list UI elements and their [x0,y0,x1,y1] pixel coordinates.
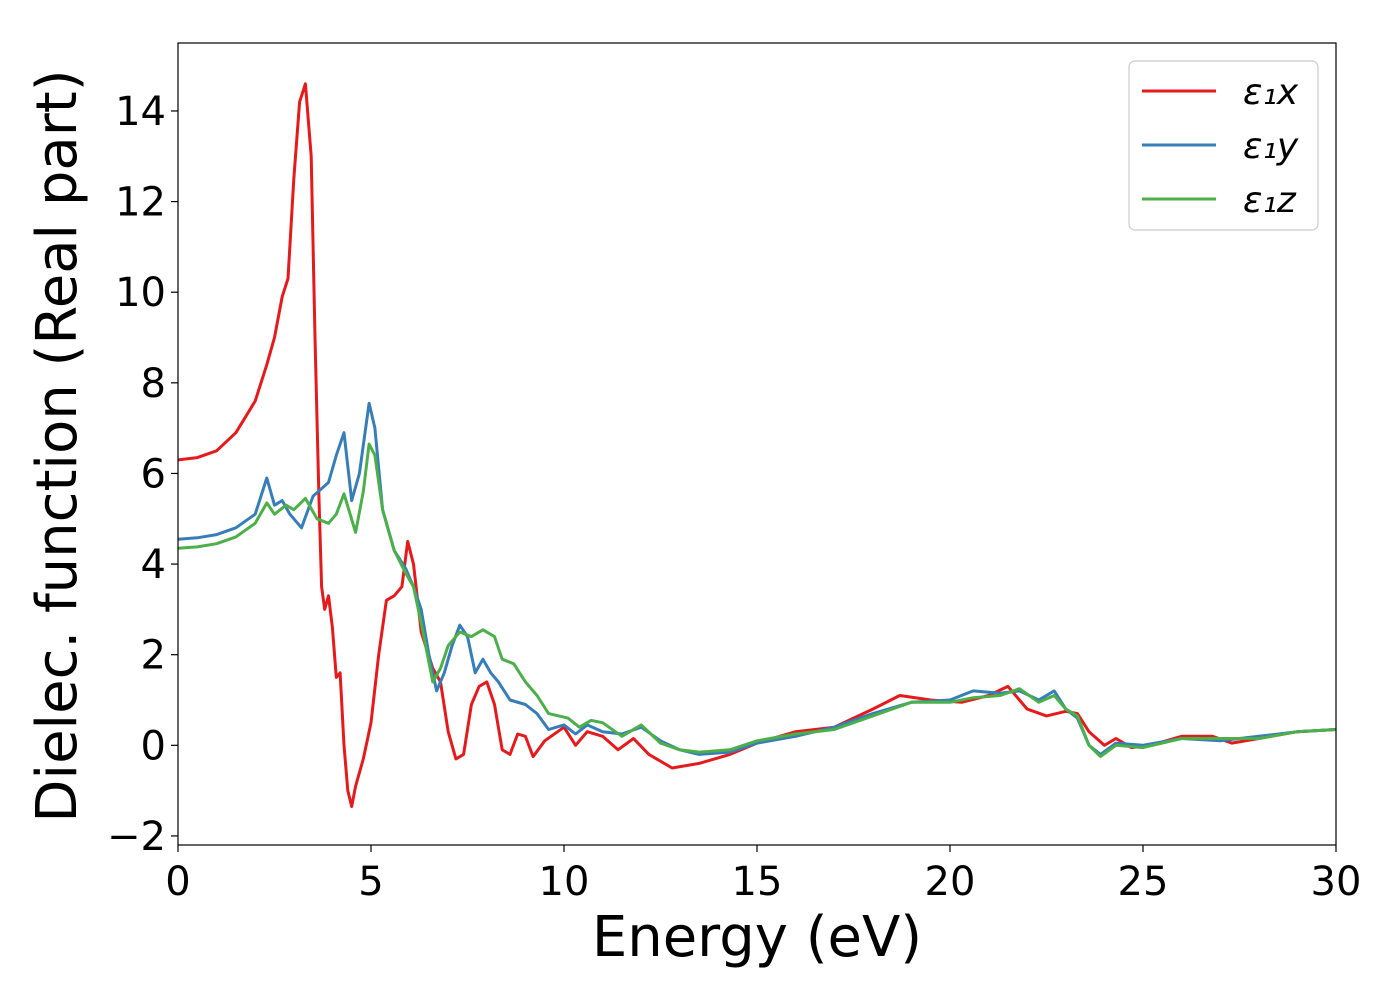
x-axis: 0 5 10 15 20 25 30 [165,845,1361,905]
legend-box [1128,60,1319,231]
x-tick-label: 10 [539,859,590,905]
y-tick-label: 6 [141,451,166,497]
legend-label-2: ε₁z [1243,180,1297,221]
legend-label-0: ε₁x [1243,72,1299,113]
y-axis-label: Dielec. function (Real part) [25,69,90,822]
x-axis-label: Energy (eV) [592,905,922,970]
series-layer [178,82,1336,808]
y-axis: −2 0 2 4 6 8 10 12 14 [107,89,178,860]
x-tick-label: 0 [165,859,190,905]
y-tick-label: 4 [141,542,166,588]
x-tick-label: 25 [1118,859,1169,905]
y-tick-label: 14 [115,89,166,135]
series-line-2 [178,442,1336,759]
y-tick-label: 8 [141,361,166,407]
x-tick-label: 20 [925,859,976,905]
x-tick-label: 15 [732,859,783,905]
x-tick-label: 30 [1311,859,1362,905]
y-tick-label: 12 [115,180,166,226]
legend: ε₁x ε₁y ε₁z [1128,60,1319,231]
series-line-0 [178,82,1336,808]
y-tick-label: 2 [141,633,166,679]
series-line-1 [178,401,1336,756]
x-tick-label: 5 [358,859,383,905]
y-tick-label: 0 [141,723,166,769]
y-tick-label: 10 [115,270,166,316]
legend-label-1: ε₁y [1243,126,1299,167]
y-tick-label: −2 [107,814,166,860]
